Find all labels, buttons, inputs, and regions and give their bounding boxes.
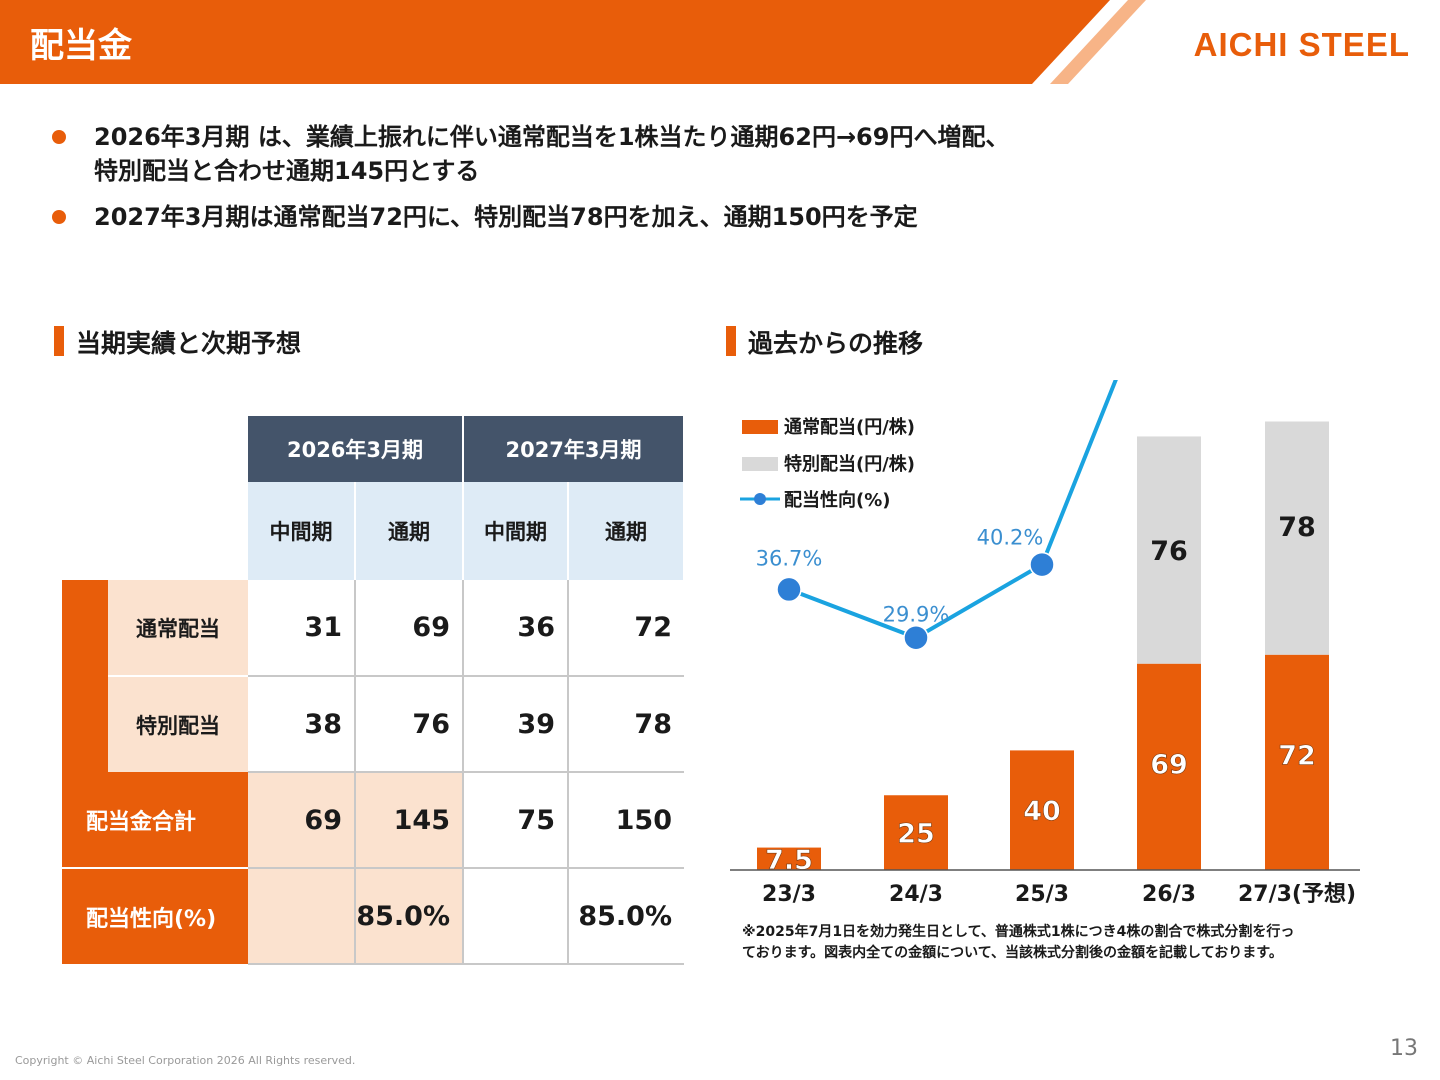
footnote-line: ※2025年7月1日を効力発生日として、普通株式1株につき4株の割合で株式分割を… [742,924,1295,940]
sub-header: 中間期 [248,482,356,580]
table-cell: 76 [355,676,464,773]
legend-swatch-special [742,457,778,471]
period-header: 2026年3月期 [248,416,464,482]
payout-ratio-label: 40.2% [977,526,1044,550]
bullet-item: 2027年3月期は通常配当72円に、特別配当78円を加え、通期150円を予定 [48,200,1348,234]
legend-swatch-point [754,493,766,505]
payout-ratio-point [903,624,929,651]
x-tick-label: 24/3 [889,882,943,907]
page-title: 配当金 [30,26,132,66]
x-tick-label: 27/3(予想) [1238,882,1356,907]
bullet-dot-icon [52,210,66,224]
x-tick-label: 23/3 [762,882,816,907]
bar-label-regular: 72 [1278,741,1316,772]
sub-header: 通期 [355,482,464,580]
chart-footnote: ※2025年7月1日を効力発生日として、普通株式1株につき4株の割合で株式分割を… [742,922,1382,964]
bullet-item: 2026年3月期 は、業績上振れに伴い通常配当を1株当たり通期62円→69円へ増… [48,120,1348,188]
table-cell [248,868,356,965]
company-logo: AICHI STEEL [1193,26,1410,63]
table-corner [62,482,248,580]
table-cell: 69 [355,580,464,677]
table-cell: 36 [463,580,569,677]
table-cell: 85.0% [568,868,684,965]
table-cell: 145 [355,772,464,869]
period-header: 2027年3月期 [463,416,685,482]
right-section-title: 過去からの推移 [748,329,924,358]
bar-label-regular: 69 [1150,750,1188,781]
table-cell: 38 [248,676,356,773]
legend-label: 配当性向(%) [784,489,891,511]
table-cell: 39 [463,676,569,773]
bar-regular-dividend [757,847,821,870]
bar-regular-dividend [1010,750,1074,870]
table-row: 配当金合計 69 145 75 150 [62,772,684,869]
table-corner [62,416,248,482]
section-marker [726,326,736,356]
legend-label: 特別配当(円/株) [784,453,915,475]
payout-ratio-point [776,576,802,603]
footnote-line: ております。図表内全ての金額について、当該株式分割後の金額を記載しております。 [742,945,1283,961]
legend-swatch-regular [742,420,778,434]
table-cell [463,868,569,965]
x-tick-label: 26/3 [1142,882,1196,907]
table-cell: 31 [248,580,356,677]
table-cell: 72 [568,580,684,677]
bar-label-special: 78 [1278,512,1316,543]
summary-bullets: 2026年3月期 は、業績上振れに伴い通常配当を1株当たり通期62円→69円へ増… [48,120,1348,246]
table-cell: 69 [248,772,356,869]
bullet-dot-icon [52,130,66,144]
bar-label-regular: 7.5 [765,845,813,876]
sub-header: 中間期 [463,482,569,580]
legend-label: 通常配当(円/株) [784,416,915,438]
table-cell: 85.0% [355,868,464,965]
table-row: 特別配当 38 76 39 78 [62,676,684,773]
bar-regular-dividend [1265,654,1329,870]
bar-regular-dividend [884,795,948,870]
copyright-text: Copyright © Aichi Steel Corporation 2026… [15,1054,356,1067]
table-row: 通常配当 31 69 36 72 [62,580,684,772]
payout-ratio-line [788,380,1118,640]
dividend-table: 2026年3月期 2027年3月期 中間期 通期 中間期 通期 通常配当 31 … [62,416,685,965]
bar-label-special: 76 [1150,536,1188,567]
payout-ratio-point [1029,551,1055,578]
left-section-title: 当期実績と次期予想 [76,329,302,358]
bar-label-regular: 25 [897,819,935,850]
sub-header: 通期 [568,482,685,580]
bullet-text: 2027年3月期は通常配当72円に、特別配当78円を加え、通期150円を予定 [94,203,918,231]
header-shape [0,0,1146,84]
bullet-text: 2026年3月期 は、業績上振れに伴い通常配当を1株当たり通期62円→69円へ増… [94,123,1010,151]
bullet-text: 特別配当と合わせ通期145円とする [94,157,480,185]
payout-ratio-label: 36.7% [756,546,823,570]
payout-ratio-label: 29.9% [883,603,950,627]
section-marker [54,326,64,356]
table-cell: 75 [463,772,569,869]
bar-special-dividend [1265,421,1329,655]
dividend-trend-chart: 7.5 23/3 25 24/3 40 25/3 76 69 26/3 78 72 27/3(予想) 3… [730,380,1360,907]
header-bar: 配当金 AICHI STEEL [0,0,1440,84]
table-cell: 78 [568,676,684,773]
bar-regular-dividend [1137,663,1201,870]
bar-label-regular: 40 [1023,796,1061,827]
group-marker [62,580,108,772]
row-label: 通常配当 [108,580,248,677]
row-label: 特別配当 [108,676,248,772]
page-number: 13 [1390,1036,1418,1061]
row-label: 配当性向(%) [62,868,248,964]
table-cell: 150 [568,772,684,869]
row-label: 配当金合計 [62,772,248,869]
table-row: 配当性向(%) 85.0% 85.0% [62,868,684,965]
x-tick-label: 25/3 [1015,882,1069,907]
bar-special-dividend [1137,436,1201,664]
